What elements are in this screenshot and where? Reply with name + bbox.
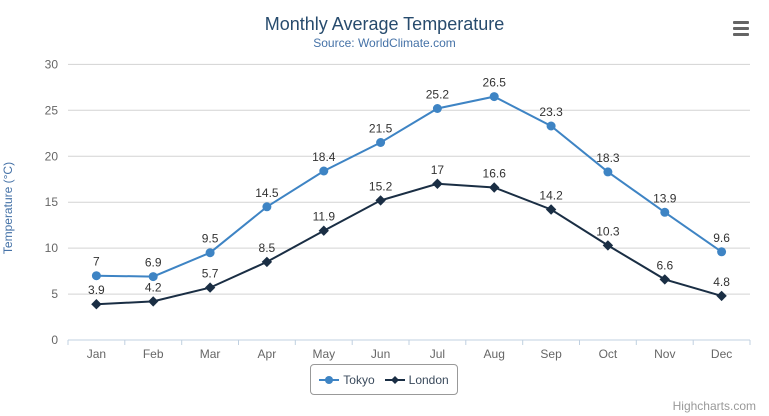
svg-text:9.5: 9.5	[202, 232, 219, 246]
svg-text:26.5: 26.5	[483, 76, 507, 90]
svg-text:30: 30	[45, 57, 59, 71]
svg-text:25: 25	[45, 103, 59, 117]
svg-text:10.3: 10.3	[596, 224, 620, 238]
svg-text:0: 0	[51, 333, 58, 347]
svg-text:13.9: 13.9	[653, 191, 677, 205]
svg-text:16.6: 16.6	[483, 167, 507, 181]
svg-text:Mar: Mar	[200, 347, 221, 361]
svg-text:Jun: Jun	[371, 347, 390, 361]
svg-text:Jan: Jan	[87, 347, 106, 361]
svg-text:18.4: 18.4	[312, 150, 336, 164]
svg-text:15.2: 15.2	[369, 179, 393, 193]
svg-text:Feb: Feb	[143, 347, 164, 361]
svg-text:Dec: Dec	[711, 347, 732, 361]
svg-text:Jul: Jul	[430, 347, 445, 361]
svg-text:4.2: 4.2	[145, 280, 162, 294]
svg-text:10: 10	[45, 241, 59, 255]
svg-text:8.5: 8.5	[259, 241, 276, 255]
svg-text:17: 17	[431, 163, 445, 177]
svg-text:15: 15	[45, 195, 59, 209]
svg-text:20: 20	[45, 149, 59, 163]
svg-text:21.5: 21.5	[369, 122, 393, 136]
svg-text:Apr: Apr	[258, 347, 277, 361]
svg-text:3.9: 3.9	[88, 283, 105, 297]
svg-text:Aug: Aug	[484, 347, 505, 361]
svg-text:Sep: Sep	[540, 347, 562, 361]
svg-text:9.6: 9.6	[713, 231, 730, 245]
svg-text:11.9: 11.9	[313, 210, 336, 224]
svg-text:Oct: Oct	[599, 347, 618, 361]
svg-text:5: 5	[51, 287, 58, 301]
svg-text:6.6: 6.6	[656, 258, 673, 272]
svg-text:18.3: 18.3	[596, 151, 620, 165]
svg-text:Nov: Nov	[654, 347, 675, 361]
svg-text:6.9: 6.9	[145, 256, 162, 270]
svg-text:23.3: 23.3	[539, 105, 563, 119]
svg-text:5.7: 5.7	[202, 267, 219, 281]
svg-text:4.8: 4.8	[713, 275, 730, 289]
svg-text:14.2: 14.2	[539, 189, 563, 203]
svg-text:7: 7	[93, 255, 100, 269]
svg-text:May: May	[312, 347, 335, 361]
svg-text:14.5: 14.5	[255, 186, 279, 200]
svg-text:25.2: 25.2	[426, 88, 450, 102]
